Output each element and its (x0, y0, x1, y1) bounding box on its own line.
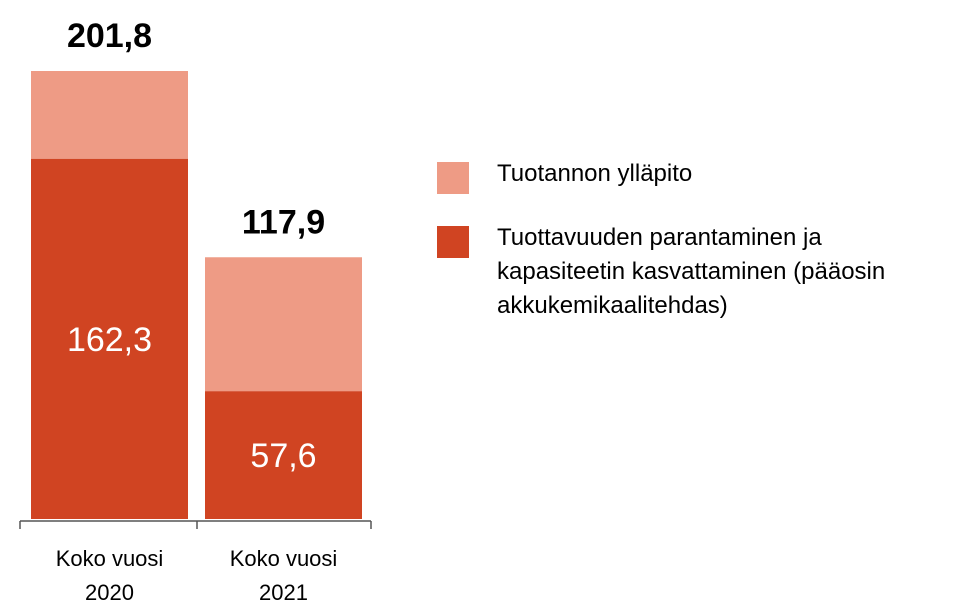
category-axis (19, 520, 372, 529)
x-tick-label: Koko vuosi 2021 (229, 546, 338, 605)
legend-swatch (437, 162, 469, 194)
legend-swatch (437, 226, 469, 258)
bar-segment (205, 391, 362, 519)
legend-label: Tuotannon ylläpito (497, 160, 693, 187)
data-label: 162,3 (67, 321, 152, 359)
legend-label: Tuottavuuden parantaminen ja kapasiteeti… (497, 224, 886, 319)
bar-segment (205, 257, 362, 392)
x-tick-label: Koko vuosi 2020 (55, 546, 164, 605)
total-label: 117,9 (242, 203, 325, 241)
bar-segment (31, 158, 188, 519)
total-label: 201,8 (67, 17, 152, 55)
bar-segment (31, 71, 188, 159)
data-label: 57,6 (250, 437, 316, 475)
